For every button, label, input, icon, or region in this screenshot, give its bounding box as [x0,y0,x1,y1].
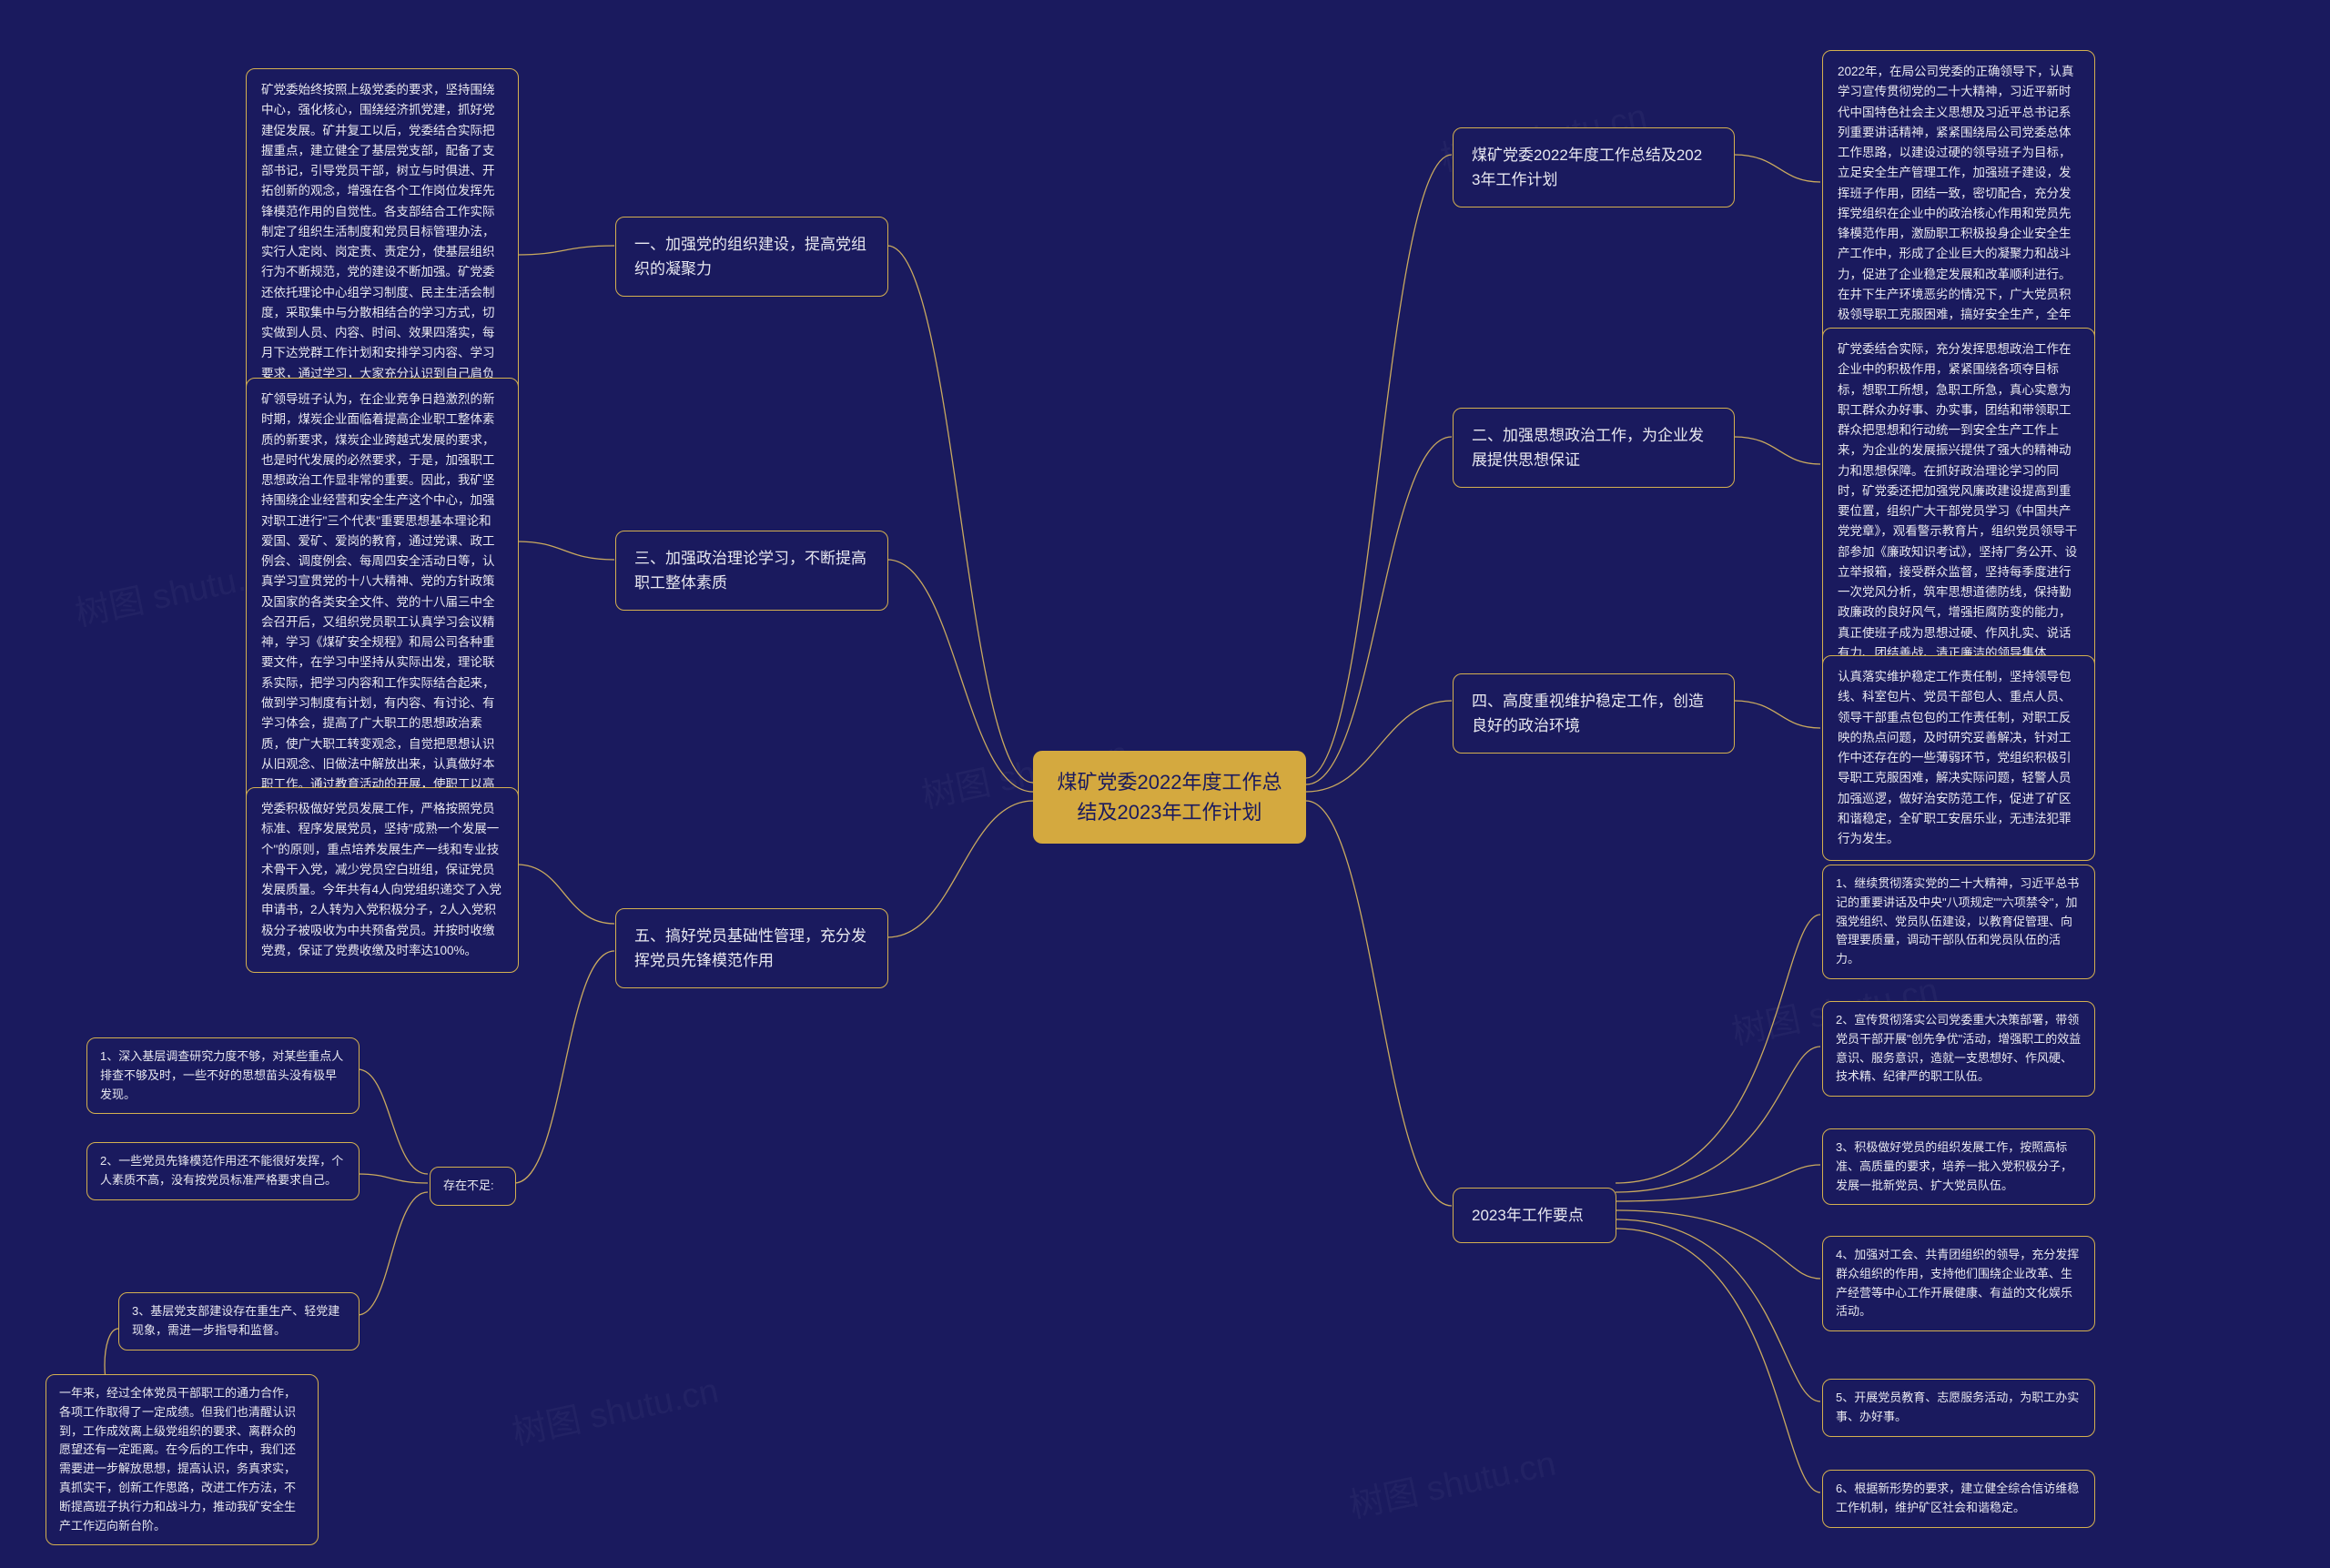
branch-node-left-1: 一、加强党的组织建设，提高党组织的凝聚力 [615,217,888,297]
branch-node-right-summary: 煤矿党委2022年度工作总结及2023年工作计划 [1453,127,1735,207]
leaf-node: 党委积极做好党员发展工作，严格按照党员标准、程序发展党员，坚持"成熟一个发展一个… [246,787,519,973]
branch-node-2023-plan: 2023年工作要点 [1453,1188,1616,1243]
leaf-node: 2022年，在局公司党委的正确领导下，认真学习宣传贯彻党的二十大精神，习近平新时… [1822,50,2095,358]
branch-node-left-5: 五、搞好党员基础性管理，充分发挥党员先锋模范作用 [615,908,888,988]
leaf-node: 1、继续贯彻落实党的二十大精神，习近平总书记的重要讲话及中央"八项规定""六项禁… [1822,865,2095,979]
leaf-node: 矿党委结合实际，充分发挥思想政治工作在企业中的积极作用，紧紧围绕各项夺目标标，想… [1822,328,2095,675]
leaf-node: 6、根据新形势的要求，建立健全综合信访维稳工作机制，维护矿区社会和谐稳定。 [1822,1470,2095,1528]
leaf-node: 3、积极做好党员的组织发展工作，按照高标准、高质量的要求，培养一批入党积极分子，… [1822,1128,2095,1205]
leaf-node: 认真落实维护稳定工作责任制，坚持领导包线、科室包片、党员干部包人、重点人员、领导… [1822,655,2095,861]
leaf-node: 1、深入基层调查研究力度不够，对某些重点人排查不够及时，一些不好的思想苗头没有极… [86,1037,360,1114]
leaf-node: 2、一些党员先锋模范作用还不能很好发挥，个人素质不高，没有按党员标准严格要求自己… [86,1142,360,1200]
branch-node-left-3: 三、加强政治理论学习，不断提高职工整体素质 [615,531,888,611]
leaf-node: 5、开展党员教育、志愿服务活动，为职工办实事、办好事。 [1822,1379,2095,1437]
leaf-node: 矿领导班子认为，在企业竞争日趋激烈的新时期，煤炭企业面临着提高企业职工整体素质的… [246,378,519,847]
leaf-node: 4、加强对工会、共青团组织的领导，充分发挥群众组织的作用，支持他们围绕企业改革、… [1822,1236,2095,1331]
branch-node-right-2: 二、加强思想政治工作，为企业发展提供思想保证 [1453,408,1735,488]
watermark: 树图 shutu.cn [1344,1435,1560,1528]
leaf-node: 2、宣传贯彻落实公司党委重大决策部署，带领党员干部开展"创先争优"活动，增强职工… [1822,1001,2095,1097]
leaf-node: 3、基层党支部建设存在重生产、轻党建现象，需进一步指导和监督。 [118,1292,360,1351]
sub-label-shortcomings: 存在不足: [430,1167,516,1206]
watermark: 树图 shutu.cn [507,1362,723,1455]
branch-node-right-4: 四、高度重视维护稳定工作，创造良好的政治环境 [1453,673,1735,754]
leaf-trailing: 一年来，经过全体党员干部职工的通力合作，各项工作取得了一定成绩。但我们也清醒认识… [46,1374,319,1545]
center-node: 煤矿党委2022年度工作总结及2023年工作计划 [1033,751,1306,844]
